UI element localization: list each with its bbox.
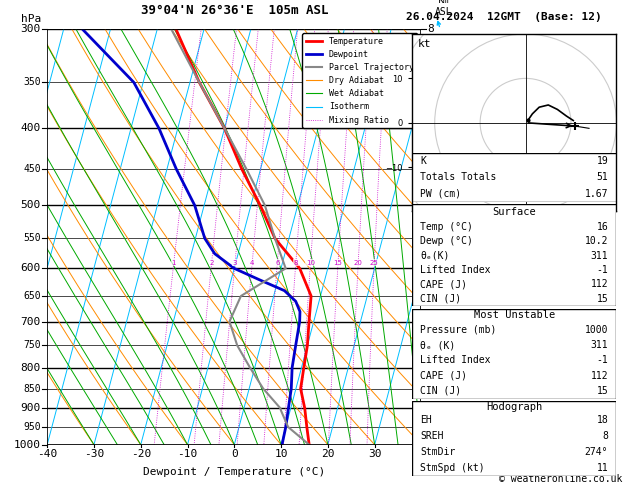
Text: StmSpd (kt): StmSpd (kt)	[420, 463, 485, 473]
Text: 800: 800	[21, 363, 41, 373]
Text: 4: 4	[428, 263, 435, 274]
Text: 10: 10	[306, 260, 315, 265]
Text: 51: 51	[596, 173, 608, 182]
Text: 0: 0	[231, 449, 238, 459]
Text: © weatheronline.co.uk: © weatheronline.co.uk	[499, 473, 623, 484]
Text: Lifted Index: Lifted Index	[420, 265, 491, 275]
Text: 1000: 1000	[585, 325, 608, 335]
Text: EH: EH	[420, 415, 432, 425]
Text: Dewp (°C): Dewp (°C)	[420, 236, 473, 246]
Text: 20: 20	[321, 449, 335, 459]
Text: CIN (J): CIN (J)	[420, 294, 461, 304]
Text: 6: 6	[428, 123, 435, 134]
Text: 311: 311	[591, 251, 608, 260]
Text: Lifted Index: Lifted Index	[420, 355, 491, 365]
Text: 10.2: 10.2	[585, 236, 608, 246]
Text: 30: 30	[368, 449, 381, 459]
Text: 350: 350	[23, 77, 41, 87]
Text: 15: 15	[596, 386, 608, 396]
Text: 950: 950	[23, 422, 41, 432]
Text: 1000: 1000	[14, 440, 41, 450]
Text: 4: 4	[250, 260, 254, 265]
Text: km
ASL: km ASL	[435, 0, 452, 17]
Text: θₑ(K): θₑ(K)	[420, 251, 450, 260]
Text: 600: 600	[21, 263, 41, 274]
Text: 274°: 274°	[585, 447, 608, 457]
Text: 3: 3	[428, 316, 435, 327]
Text: -1: -1	[596, 355, 608, 365]
Text: 15: 15	[333, 260, 343, 265]
Text: 700: 700	[21, 316, 41, 327]
Text: 3: 3	[233, 260, 237, 265]
Text: 2: 2	[428, 363, 435, 373]
Text: -40: -40	[37, 449, 57, 459]
Text: 750: 750	[23, 340, 41, 350]
Text: CAPE (J): CAPE (J)	[420, 371, 467, 381]
Text: -30: -30	[84, 449, 104, 459]
Text: 25: 25	[370, 260, 379, 265]
Text: 6: 6	[275, 260, 280, 265]
Text: θₑ (K): θₑ (K)	[420, 340, 455, 350]
Text: 8: 8	[294, 260, 298, 265]
Text: 11: 11	[596, 463, 608, 473]
Legend: Temperature, Dewpoint, Parcel Trajectory, Dry Adiabat, Wet Adiabat, Isotherm, Mi: Temperature, Dewpoint, Parcel Trajectory…	[303, 34, 417, 128]
Text: -10: -10	[177, 449, 198, 459]
Text: -20: -20	[131, 449, 151, 459]
Text: K: K	[420, 156, 426, 166]
Text: 15: 15	[596, 294, 608, 304]
Text: Hodograph: Hodograph	[486, 401, 542, 412]
Text: PW (cm): PW (cm)	[420, 189, 461, 199]
Text: 450: 450	[23, 164, 41, 174]
Text: 26.04.2024  12GMT  (Base: 12): 26.04.2024 12GMT (Base: 12)	[406, 12, 601, 22]
Text: 300: 300	[21, 24, 41, 34]
Text: Surface: Surface	[493, 207, 536, 217]
Text: 20: 20	[353, 260, 363, 265]
Text: 2: 2	[209, 260, 214, 265]
Text: Dewpoint / Temperature (°C): Dewpoint / Temperature (°C)	[143, 467, 325, 477]
Text: SREH: SREH	[420, 431, 443, 441]
Text: -1: -1	[596, 265, 608, 275]
Text: 112: 112	[591, 371, 608, 381]
Text: 550: 550	[23, 233, 41, 243]
Text: StmDir: StmDir	[420, 447, 455, 457]
Text: 1.67: 1.67	[585, 189, 608, 199]
Text: 1: 1	[428, 403, 435, 413]
Text: 112: 112	[591, 279, 608, 290]
Text: 18: 18	[596, 415, 608, 425]
Text: 40: 40	[415, 449, 428, 459]
Text: Mixing Ratio (g/kg): Mixing Ratio (g/kg)	[451, 181, 461, 293]
Text: 1: 1	[172, 260, 176, 265]
Text: 900: 900	[21, 403, 41, 413]
Text: 850: 850	[23, 383, 41, 394]
Text: Totals Totals: Totals Totals	[420, 173, 496, 182]
Text: 19: 19	[596, 156, 608, 166]
Text: Temp (°C): Temp (°C)	[420, 222, 473, 232]
Text: 650: 650	[23, 291, 41, 301]
Text: 500: 500	[21, 200, 41, 210]
Text: 5: 5	[428, 200, 435, 210]
Text: LCL: LCL	[428, 405, 445, 415]
Text: 39°04'N 26°36'E  105m ASL: 39°04'N 26°36'E 105m ASL	[140, 4, 328, 17]
Text: hPa: hPa	[21, 14, 41, 24]
Text: 8: 8	[428, 24, 435, 34]
Text: 16: 16	[596, 222, 608, 232]
Text: 7: 7	[428, 77, 435, 87]
Text: 311: 311	[591, 340, 608, 350]
Text: Pressure (mb): Pressure (mb)	[420, 325, 496, 335]
Text: CIN (J): CIN (J)	[420, 386, 461, 396]
Text: Most Unstable: Most Unstable	[474, 311, 555, 320]
Text: 10: 10	[274, 449, 288, 459]
Text: kt: kt	[418, 39, 431, 50]
Text: 8: 8	[603, 431, 608, 441]
Text: 400: 400	[21, 123, 41, 134]
Text: CAPE (J): CAPE (J)	[420, 279, 467, 290]
